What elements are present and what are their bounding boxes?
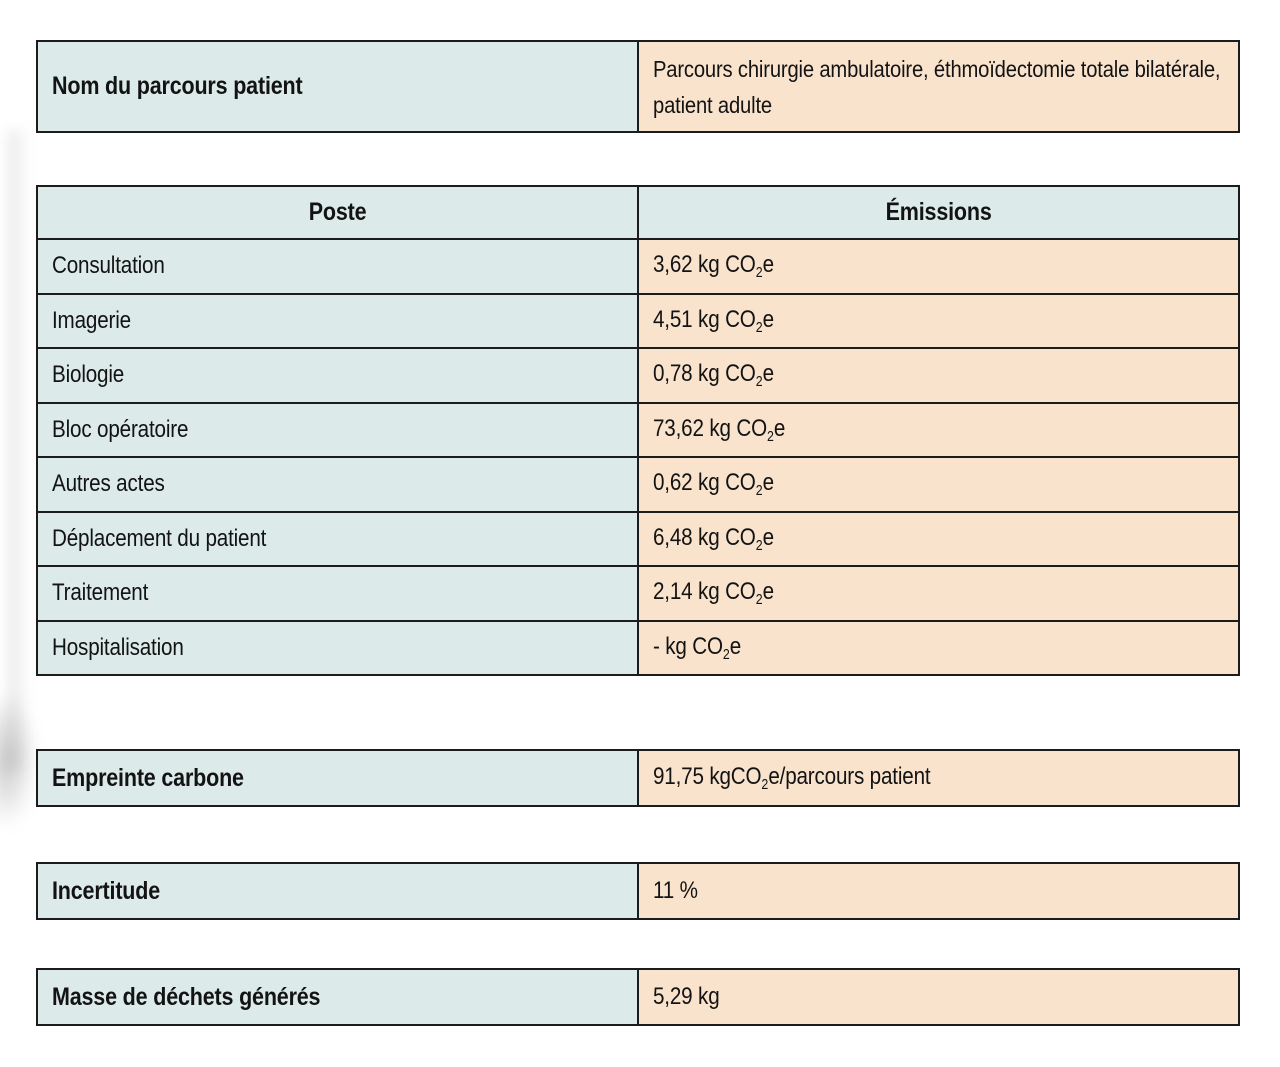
emission-value-cell: 6,48 kg CO2e (637, 510, 1240, 567)
emission-value-cell: 4,51 kg CO2e (637, 292, 1240, 349)
uncertainty-value-cell: 11 % (637, 862, 1240, 920)
waste-mass-label-cell: Masse de déchets générés (36, 968, 639, 1026)
poste-cell: Traitement (36, 565, 639, 622)
pathway-label-cell: Nom du parcours patient (36, 40, 639, 133)
scan-shadow-strip (8, 130, 30, 770)
table-row: Traitement 2,14 kg CO2e (36, 565, 1240, 622)
poste-cell: Déplacement du patient (36, 510, 639, 567)
pathway-name-table: Nom du parcours patient Parcours chirurg… (36, 40, 1240, 133)
column-header-poste: Poste (36, 185, 639, 240)
waste-mass-row: Masse de déchets générés 5,29 kg (36, 968, 1240, 1026)
table-row: Consultation 3,62 kg CO2e (36, 238, 1240, 295)
pathway-value-cell: Parcours chirurgie ambulatoire, éthmoïde… (637, 40, 1240, 133)
carbon-footprint-row: Empreinte carbone 91,75 kgCO2e/parcours … (36, 749, 1240, 807)
emission-value-cell: 0,78 kg CO2e (637, 347, 1240, 404)
carbon-footprint-table: Empreinte carbone 91,75 kgCO2e/parcours … (36, 749, 1240, 807)
pathway-label: Nom du parcours patient (52, 72, 303, 100)
emission-value-cell: 73,62 kg CO2e (637, 401, 1240, 458)
waste-mass-table: Masse de déchets générés 5,29 kg (36, 968, 1240, 1026)
scan-shadow-blob (0, 690, 38, 830)
uncertainty-row: Incertitude 11 % (36, 862, 1240, 920)
pathway-row: Nom du parcours patient Parcours chirurg… (36, 40, 1240, 133)
carbon-footprint-value-cell: 91,75 kgCO2e/parcours patient (637, 749, 1240, 807)
emission-value-cell: 0,62 kg CO2e (637, 456, 1240, 513)
pathway-value: Parcours chirurgie ambulatoire, éthmoïde… (653, 55, 1221, 118)
emission-value-cell: 3,62 kg CO2e (637, 238, 1240, 295)
table-row: Bloc opératoire 73,62 kg CO2e (36, 401, 1240, 458)
poste-cell: Imagerie (36, 292, 639, 349)
poste-cell: Autres actes (36, 456, 639, 513)
poste-cell: Bloc opératoire (36, 401, 639, 458)
poste-cell: Hospitalisation (36, 619, 639, 676)
column-header-emissions: Émissions (637, 185, 1240, 240)
emission-value-cell: - kg CO2e (637, 619, 1240, 676)
waste-mass-value-cell: 5,29 kg (637, 968, 1240, 1026)
carbon-footprint-label-cell: Empreinte carbone (36, 749, 639, 807)
poste-cell: Consultation (36, 238, 639, 295)
emission-value-cell: 2,14 kg CO2e (637, 565, 1240, 622)
table-row: Autres actes 0,62 kg CO2e (36, 456, 1240, 513)
table-row: Imagerie 4,51 kg CO2e (36, 292, 1240, 349)
emissions-table: Poste Émissions Consultation 3,62 kg CO2… (36, 185, 1240, 676)
table-row: Déplacement du patient 6,48 kg CO2e (36, 510, 1240, 567)
emissions-header-row: Poste Émissions (36, 185, 1240, 240)
table-row: Hospitalisation - kg CO2e (36, 619, 1240, 676)
poste-cell: Biologie (36, 347, 639, 404)
uncertainty-label-cell: Incertitude (36, 862, 639, 920)
table-row: Biologie 0,78 kg CO2e (36, 347, 1240, 404)
uncertainty-table: Incertitude 11 % (36, 862, 1240, 920)
